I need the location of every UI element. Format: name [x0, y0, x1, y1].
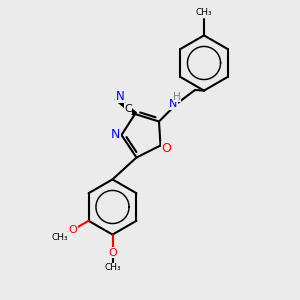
- Text: O: O: [108, 248, 117, 258]
- Text: O: O: [162, 142, 171, 155]
- Text: N: N: [111, 128, 120, 142]
- Text: CH₃: CH₃: [196, 8, 212, 17]
- Text: N: N: [169, 99, 177, 110]
- Text: N: N: [116, 90, 124, 103]
- Text: C: C: [124, 103, 132, 114]
- Text: H: H: [173, 92, 181, 102]
- Text: CH₃: CH₃: [104, 263, 121, 272]
- Text: CH₃: CH₃: [52, 233, 68, 242]
- Text: O: O: [69, 225, 77, 235]
